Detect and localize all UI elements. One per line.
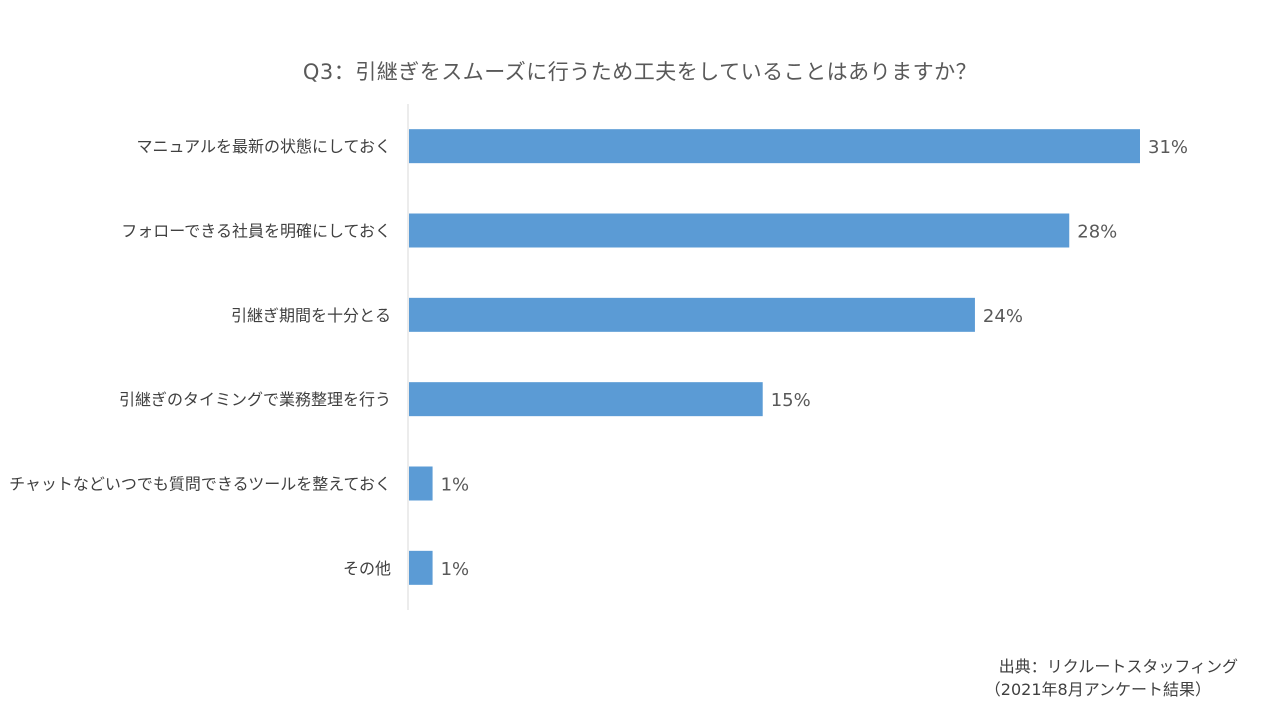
bar-2 <box>409 213 1070 248</box>
category-label-3: 引継ぎ期間を十分とる <box>231 306 391 325</box>
bar-1 <box>409 129 1140 164</box>
data-label-3: 24% <box>983 306 1023 327</box>
category-label-1: マニュアルを最新の状態にしておく <box>136 137 391 156</box>
source-line-2: （2021年8月アンケート結果） <box>984 680 1212 699</box>
category-label-4: 引継ぎのタイミングで業務整理を行う <box>119 390 391 409</box>
bar-3 <box>409 297 975 332</box>
bar-6 <box>409 550 433 585</box>
data-label-1: 31% <box>1148 137 1188 158</box>
category-label-6: その他 <box>343 559 391 578</box>
chart-title: Q3：引継ぎをスムーズに行うため工夫をしていることはありますか？ <box>302 60 978 84</box>
source-line-1: 出典：リクルートスタッフィング <box>998 657 1238 676</box>
bar-4 <box>409 382 763 417</box>
data-label-2: 28% <box>1077 222 1117 243</box>
source-note: 出典：リクルートスタッフィング （2021年8月アンケート結果） <box>985 655 1238 701</box>
data-label-5: 1% <box>441 475 470 496</box>
category-label-5: チャットなどいつでも質問できるツールを整えておく <box>9 475 391 494</box>
data-label-6: 1% <box>441 559 470 580</box>
data-label-4: 15% <box>771 390 811 411</box>
bar-5 <box>409 466 433 501</box>
category-label-2: フォローできる社員を明確にしておく <box>121 222 391 241</box>
